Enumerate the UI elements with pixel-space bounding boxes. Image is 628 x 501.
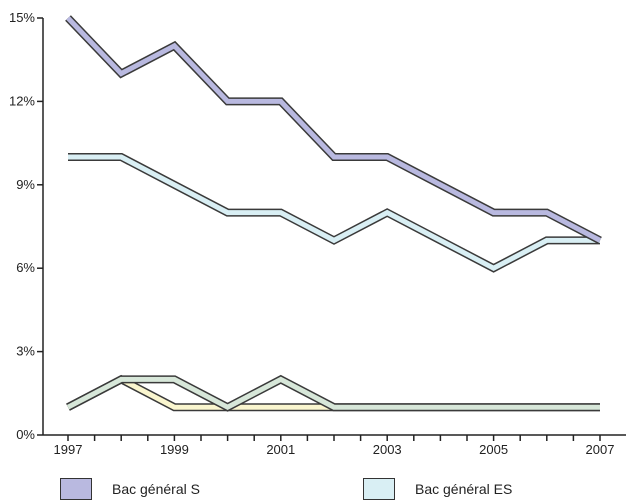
y-tick-label: 0% xyxy=(16,427,35,442)
x-tick-label: 2007 xyxy=(586,442,615,457)
legend-label-s: Bac général S xyxy=(112,481,200,497)
axes xyxy=(37,17,626,441)
x-tick-label: 2001 xyxy=(266,442,295,457)
series-0-line xyxy=(66,16,602,243)
legend-swatch-es xyxy=(363,478,395,500)
series-1-line xyxy=(68,154,600,272)
y-tick-label: 6% xyxy=(16,260,35,275)
series-layer xyxy=(65,15,602,412)
legend-item-es: Bac général ES xyxy=(363,478,512,500)
tick-labels: 0% 3% 6% 9% 12% 15% 1997 1999 2001 2003 2005 2007 xyxy=(9,10,614,457)
y-tick-label: 9% xyxy=(16,177,35,192)
y-tick-label: 15% xyxy=(9,10,35,25)
legend-swatch-s xyxy=(60,478,92,500)
y-tick-label: 3% xyxy=(16,344,35,359)
series-0-outline xyxy=(65,15,602,244)
y-tick-label: 12% xyxy=(9,93,35,108)
line-chart: 0% 3% 6% 9% 12% 15% 1997 1999 2001 2003 2005 2007 xyxy=(9,10,626,457)
legend-item-s: Bac général S xyxy=(60,478,200,500)
x-tick-label: 1997 xyxy=(54,442,83,457)
x-tick-label: 2005 xyxy=(479,442,508,457)
x-tick-label: 1999 xyxy=(160,442,189,457)
series-2-line xyxy=(66,376,600,411)
legend: Bac général S Bac général ES xyxy=(0,476,628,501)
x-tick-label: 2003 xyxy=(373,442,402,457)
legend-label-es: Bac général ES xyxy=(415,481,513,497)
